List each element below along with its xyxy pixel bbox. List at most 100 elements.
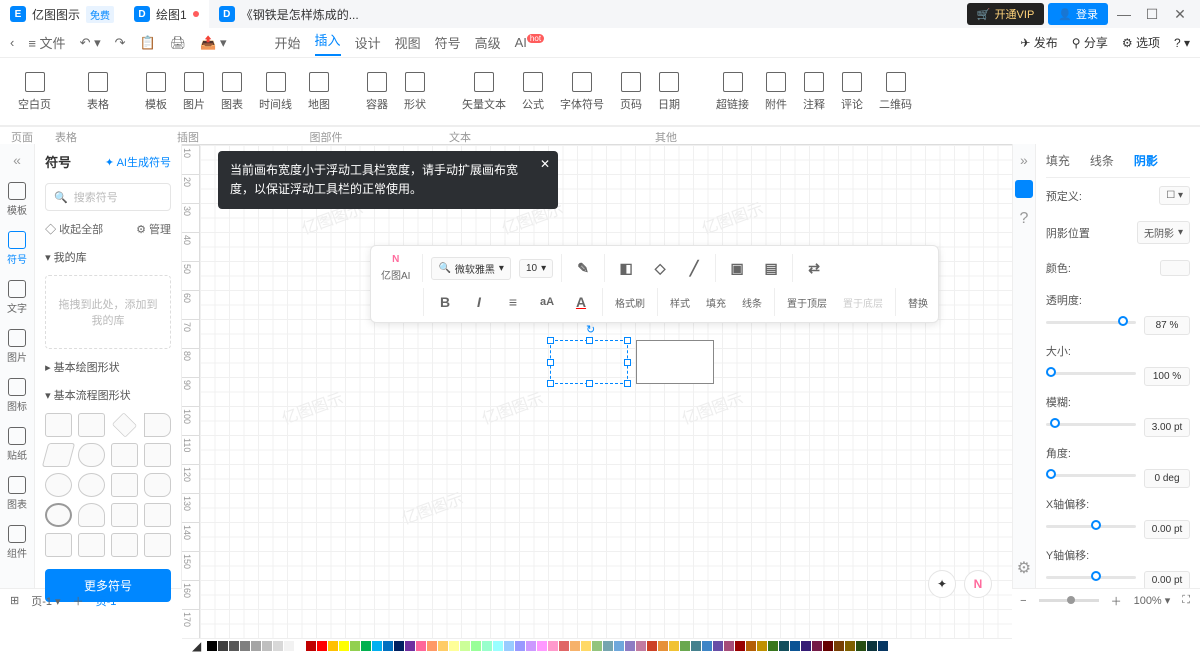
shape-0[interactable]: [45, 413, 72, 437]
minimize-button[interactable]: —: [1112, 6, 1136, 22]
basic-shapes-section[interactable]: ▸ 基本绘图形状: [35, 353, 181, 381]
help-icon[interactable]: ?: [1019, 210, 1028, 228]
preset-select[interactable]: ☐ ▾: [1159, 186, 1190, 205]
color-#ff0000[interactable]: [317, 641, 327, 651]
angle-slider[interactable]: [1046, 474, 1136, 477]
font-select[interactable]: 🔍 微软雅黑 ▾: [431, 257, 510, 280]
color-#92d050[interactable]: [350, 641, 360, 651]
menu-ai[interactable]: AIhot: [515, 35, 544, 50]
color-#ff9966[interactable]: [427, 641, 437, 651]
bring-front-icon[interactable]: ▣: [724, 258, 750, 278]
color-#93c47d[interactable]: [592, 641, 602, 651]
ribbon-评论[interactable]: 评论: [833, 72, 871, 112]
color-#7030a0[interactable]: [405, 641, 415, 651]
tab-shadow[interactable]: 阴影: [1134, 152, 1158, 169]
zoom-in-button[interactable]: ＋: [1111, 593, 1122, 609]
color-#e06666[interactable]: [559, 641, 569, 651]
ribbon-容器[interactable]: 容器: [358, 72, 396, 112]
yoff-input[interactable]: 0.00 pt: [1144, 571, 1190, 588]
rail-贴纸[interactable]: 贴纸: [7, 427, 27, 462]
shape-13[interactable]: [78, 503, 105, 527]
line-icon[interactable]: ╱: [681, 258, 707, 278]
color-#00b050[interactable]: [361, 641, 371, 651]
color-#ffd966[interactable]: [581, 641, 591, 651]
ribbon-矢量文本[interactable]: 矢量文本: [454, 72, 514, 112]
color-swatch[interactable]: [1160, 260, 1190, 276]
color-#f2f2f2[interactable]: [284, 641, 294, 651]
xoff-input[interactable]: 0.00 pt: [1144, 520, 1190, 539]
ribbon-地图[interactable]: 地图: [300, 72, 338, 112]
color-#ff99cc[interactable]: [548, 641, 558, 651]
color-#7f6000[interactable]: [845, 641, 855, 651]
color-#cc99ff[interactable]: [526, 641, 536, 651]
shape-15[interactable]: [144, 503, 171, 527]
color-#274e13[interactable]: [856, 641, 866, 651]
color-#99ffcc[interactable]: [482, 641, 492, 651]
color-#c00000[interactable]: [306, 641, 316, 651]
color-#0c343d[interactable]: [867, 641, 877, 651]
color-#674ea7[interactable]: [713, 641, 723, 651]
color-#ffcc66[interactable]: [438, 641, 448, 651]
size-slider[interactable]: [1046, 372, 1136, 375]
tab-line[interactable]: 线条: [1090, 152, 1114, 169]
current-page[interactable]: 页-1: [96, 593, 117, 609]
export-button[interactable]: 📤 ▾: [200, 35, 226, 51]
color-#002060[interactable]: [394, 641, 404, 651]
menu-start[interactable]: 开始: [275, 33, 301, 52]
doc-tab-1[interactable]: D 绘图1: [124, 0, 209, 28]
search-input[interactable]: 🔍 搜索符号: [45, 183, 171, 211]
rail-符号[interactable]: 符号: [7, 231, 27, 266]
shape-9[interactable]: [78, 473, 105, 497]
rail-图表[interactable]: 图表: [7, 476, 27, 511]
color-#ccff99[interactable]: [460, 641, 470, 651]
zoom-slider[interactable]: [1039, 599, 1099, 602]
align-button[interactable]: ≡: [500, 292, 526, 312]
shape-17[interactable]: [78, 533, 105, 557]
blur-slider[interactable]: [1046, 423, 1136, 426]
style-tab-icon[interactable]: [1015, 180, 1033, 198]
font-color-button[interactable]: A: [568, 292, 594, 312]
shape-8[interactable]: [45, 473, 72, 497]
opacity-input[interactable]: 87 %: [1144, 316, 1190, 335]
size-input[interactable]: 100 %: [1144, 367, 1190, 386]
add-page-button[interactable]: ＋: [73, 593, 84, 609]
settings-icon[interactable]: ⚙: [1017, 558, 1031, 578]
color-#45818e[interactable]: [691, 641, 701, 651]
shape-4[interactable]: [42, 443, 75, 467]
maximize-button[interactable]: ☐: [1140, 6, 1164, 23]
expand-rail-icon[interactable]: »: [1020, 152, 1028, 168]
magic-button[interactable]: ✦: [928, 570, 956, 598]
doc-tab-2[interactable]: D 《钢铁是怎样炼成的...: [209, 0, 369, 28]
ribbon-图片[interactable]: 图片: [175, 72, 213, 112]
replace-icon[interactable]: ⇄: [801, 258, 827, 278]
case-button[interactable]: aA: [534, 292, 560, 312]
color-#76a5af[interactable]: [603, 641, 613, 651]
color-#99ffff[interactable]: [493, 641, 503, 651]
tooltip-close-icon[interactable]: ✕: [540, 155, 550, 174]
color-#cc4125[interactable]: [647, 641, 657, 651]
color-#00b0f0[interactable]: [372, 641, 382, 651]
color-#c27ba0[interactable]: [636, 641, 646, 651]
color-#38761d[interactable]: [768, 641, 778, 651]
shape-18[interactable]: [111, 533, 138, 557]
color-#134f5c[interactable]: [779, 641, 789, 651]
menu-insert[interactable]: 插入: [315, 30, 341, 56]
color-#bf9000[interactable]: [757, 641, 767, 651]
tab-fill[interactable]: 填充: [1046, 152, 1070, 169]
color-#ff6699[interactable]: [416, 641, 426, 651]
xoff-slider[interactable]: [1046, 525, 1136, 528]
shape-19[interactable]: [144, 533, 171, 557]
color-#ffffff[interactable]: [295, 641, 305, 651]
shape-11[interactable]: [144, 473, 171, 497]
format-painter-icon[interactable]: ✎: [570, 258, 596, 278]
shape-5[interactable]: [78, 443, 105, 467]
color-#bfbfbf[interactable]: [262, 641, 272, 651]
fullscreen-icon[interactable]: ⛶: [1182, 594, 1190, 607]
color-#a64d79[interactable]: [724, 641, 734, 651]
print-button[interactable]: 🖨: [170, 35, 187, 51]
color-#595959[interactable]: [229, 641, 239, 651]
color-#741b47[interactable]: [812, 641, 822, 651]
rail-图片[interactable]: 图片: [7, 329, 27, 364]
shape-1[interactable]: [78, 413, 105, 437]
color-#000000[interactable]: [207, 641, 217, 651]
